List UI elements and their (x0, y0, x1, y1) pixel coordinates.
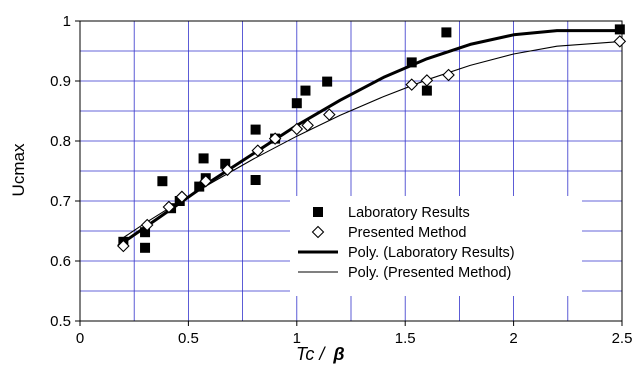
presented-point (251, 144, 265, 157)
y-tick-label: 0.8 (50, 133, 71, 150)
legend-marker (311, 225, 325, 239)
laboratory-point (250, 175, 261, 185)
x-tick-label: 2.5 (612, 330, 633, 347)
laboratory-point (300, 85, 311, 96)
presented-point (405, 78, 418, 91)
legend-label: Presented Method (348, 225, 467, 241)
laboratory-point (140, 227, 151, 238)
y-tick-label: 1 (63, 13, 71, 30)
laboratory-point (291, 98, 302, 109)
laboratory-point (406, 57, 417, 68)
presented-point (290, 122, 304, 136)
x-axis: 0 0.5 1 1.5 2 2.5 (76, 321, 633, 347)
legend: Laboratory Results Presented Method Poly. … (290, 196, 582, 296)
x-tick-label: 0 (76, 330, 84, 347)
presented-point (268, 132, 282, 145)
y-tick-label: 0.7 (50, 193, 71, 210)
y-tick-label: 0.5 (50, 313, 71, 330)
presented-point (442, 68, 455, 82)
x-tick-label: 1 (293, 330, 301, 347)
y-axis: 0.5 0.6 0.7 0.8 0.9 1 (50, 13, 80, 330)
presented-point (162, 200, 176, 214)
laboratory-point (614, 24, 625, 35)
laboratory-point (157, 176, 168, 187)
laboratory-point (220, 158, 231, 169)
laboratory-point (441, 27, 452, 38)
presented-point (140, 218, 154, 232)
laboratory-point (250, 124, 261, 135)
x-axis-label-symbol: β (332, 344, 344, 364)
laboratory-point (421, 85, 432, 96)
laboratory-point (198, 153, 209, 164)
x-axis-label-text: Tc / (296, 344, 326, 364)
presented-point (221, 163, 234, 177)
legend-label: Poly. (Laboratory Results) (348, 245, 515, 261)
presented-point (117, 239, 130, 253)
presented-point (175, 190, 189, 204)
legend-box (290, 196, 582, 296)
data-points (117, 24, 627, 253)
presented-point (323, 108, 336, 121)
x-tick-label: 1.5 (395, 330, 416, 347)
presented-point (199, 174, 213, 188)
presented-point (613, 35, 627, 48)
laboratory-point (194, 181, 205, 192)
presented-point (420, 74, 434, 87)
laboratory-point (140, 242, 151, 253)
plot-frame (79, 20, 623, 322)
y-tick-label: 0.6 (50, 253, 71, 270)
y-tick-label: 0.9 (50, 73, 71, 90)
laboratory-point (322, 76, 333, 87)
x-axis-label: Tc / β (296, 344, 345, 364)
presented-point (301, 119, 314, 132)
legend-label: Poly. (Presented Method) (348, 265, 511, 281)
x-tick-label: 0.5 (178, 330, 199, 347)
legend-label: Laboratory Results (348, 205, 470, 221)
x-tick-label: 2 (509, 330, 517, 347)
legend-marker (313, 207, 323, 217)
y-axis-label: Ucmax (9, 143, 28, 196)
laboratory-point (174, 196, 185, 206)
